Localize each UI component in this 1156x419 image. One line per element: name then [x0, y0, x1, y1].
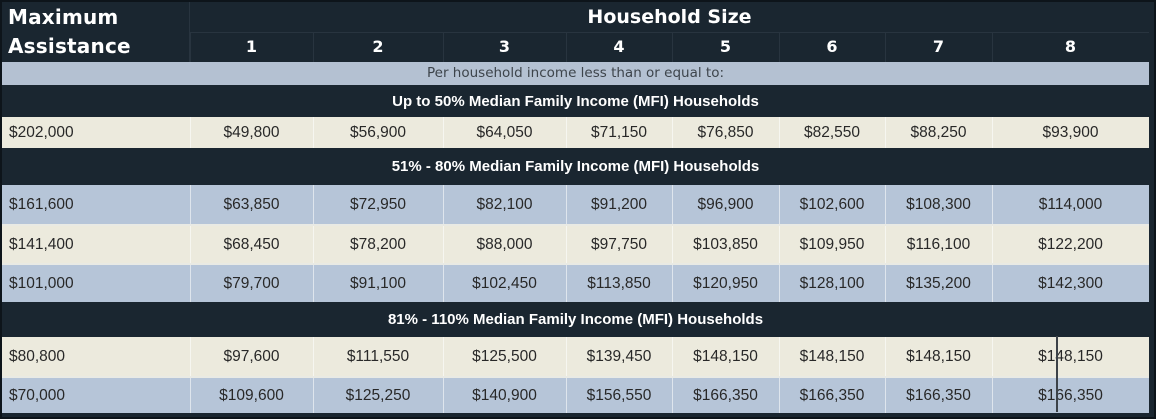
- table-header: Maximum Assistance Household Size 1 2 3 …: [2, 2, 1149, 62]
- table-row: $80,800 $97,600 $111,550 $125,500 $139,450 $1…: [2, 337, 1149, 376]
- table-row: $202,000 $49,800 $56,900 $64,050 $71,150 $76,…: [2, 117, 1149, 148]
- income-limit-cell: $148,150: [885, 337, 992, 376]
- income-limit-cell: $78,200: [313, 226, 443, 263]
- max-assistance-cell: $101,000: [9, 274, 74, 292]
- income-limit-cell: $166,350: [672, 378, 779, 413]
- section-header: Up to 50% Median Family Income (MFI) Hou…: [2, 85, 1149, 117]
- income-limit-cell: $122,200: [992, 226, 1149, 263]
- income-limit-cell: $139,450: [566, 337, 672, 376]
- col-header-8: 8: [992, 33, 1149, 62]
- household-size-header: Household Size: [190, 2, 1149, 33]
- income-limit-cell: $148,150: [992, 337, 1149, 376]
- income-limit-cell: $71,150: [566, 117, 672, 148]
- income-limit-cell: $103,850: [672, 226, 779, 263]
- income-limit-cell: $96,900: [672, 185, 779, 224]
- income-limit-cell: $97,750: [566, 226, 672, 263]
- income-limit-cell: $113,850: [566, 265, 672, 302]
- income-limit-cell: $128,100: [779, 265, 885, 302]
- income-limit-cell: $64,050: [443, 117, 566, 148]
- max-assistance-cell: $202,000: [9, 123, 74, 141]
- income-limit-cell: $166,350: [779, 378, 885, 413]
- income-condition-band: Per household income less than or equal …: [2, 62, 1149, 85]
- income-limit-cell: $93,900: [992, 117, 1149, 148]
- income-limit-cell: $116,100: [885, 226, 992, 263]
- max-assistance-cell: $141,400: [9, 235, 74, 253]
- maximum-assistance-header: Maximum Assistance: [2, 2, 190, 62]
- income-limit-cell: $91,200: [566, 185, 672, 224]
- income-limit-cell: $114,000: [992, 185, 1149, 224]
- income-limit-cell: $108,300: [885, 185, 992, 224]
- income-limit-cell: $76,850: [672, 117, 779, 148]
- income-limit-cell: $140,900: [443, 378, 566, 413]
- income-limit-cell: $120,950: [672, 265, 779, 302]
- income-limit-cell: $56,900: [313, 117, 443, 148]
- stray-cell-border: [1056, 336, 1058, 412]
- maximum-assistance-line1: Maximum: [8, 5, 119, 29]
- table-body: Up to 50% Median Family Income (MFI) Hou…: [2, 85, 1149, 413]
- income-limit-cell: $72,950: [313, 185, 443, 224]
- income-limit-cell: $82,550: [779, 117, 885, 148]
- col-header-7: 7: [885, 33, 992, 62]
- income-limit-cell: $111,550: [313, 337, 443, 376]
- income-limit-cell: $109,950: [779, 226, 885, 263]
- income-limit-cell: $82,100: [443, 185, 566, 224]
- income-limit-cell: $97,600: [190, 337, 313, 376]
- income-limit-cell: $148,150: [779, 337, 885, 376]
- table-row: $70,000 $109,600 $125,250 $140,900 $156,550 $…: [2, 376, 1149, 413]
- income-limit-cell: $88,000: [443, 226, 566, 263]
- income-limit-cell: $49,800: [190, 117, 313, 148]
- col-header-6: 6: [779, 33, 885, 62]
- income-limit-cell: $102,450: [443, 265, 566, 302]
- income-limit-cell: $148,150: [672, 337, 779, 376]
- income-limit-cell: $79,700: [190, 265, 313, 302]
- col-header-3: 3: [443, 33, 566, 62]
- income-limit-cell: $125,250: [313, 378, 443, 413]
- section-header: 51% - 80% Median Family Income (MFI) Hou…: [2, 148, 1149, 185]
- table-row: $161,600 $63,850 $72,950 $82,100 $91,200 $96,…: [2, 185, 1149, 224]
- income-limit-cell: $109,600: [190, 378, 313, 413]
- income-limit-cell: $63,850: [190, 185, 313, 224]
- income-limit-cell: $156,550: [566, 378, 672, 413]
- income-limit-cell: $125,500: [443, 337, 566, 376]
- income-limit-cell: $166,350: [885, 378, 992, 413]
- maximum-assistance-line2: Assistance: [8, 34, 131, 58]
- table-row: $101,000 $79,700 $91,100 $102,450 $113,850 $1…: [2, 263, 1149, 302]
- section-header: 81% - 110% Median Family Income (MFI) Ho…: [2, 302, 1149, 337]
- col-header-2: 2: [313, 33, 443, 62]
- max-assistance-cell: $80,800: [9, 347, 66, 365]
- income-limit-cell: $142,300: [992, 265, 1149, 302]
- income-limit-cell: $88,250: [885, 117, 992, 148]
- col-header-4: 4: [566, 33, 672, 62]
- income-limit-cell: $102,600: [779, 185, 885, 224]
- income-limit-cell: $91,100: [313, 265, 443, 302]
- col-header-1: 1: [190, 33, 313, 62]
- income-limit-cell: $135,200: [885, 265, 992, 302]
- income-limit-cell: $166,350: [992, 378, 1149, 413]
- max-assistance-cell: $161,600: [9, 195, 74, 213]
- income-limit-cell: $68,450: [190, 226, 313, 263]
- table-row: $141,400 $68,450 $78,200 $88,000 $97,750 $103…: [2, 224, 1149, 263]
- max-assistance-cell: $70,000: [9, 386, 66, 404]
- col-header-5: 5: [672, 33, 779, 62]
